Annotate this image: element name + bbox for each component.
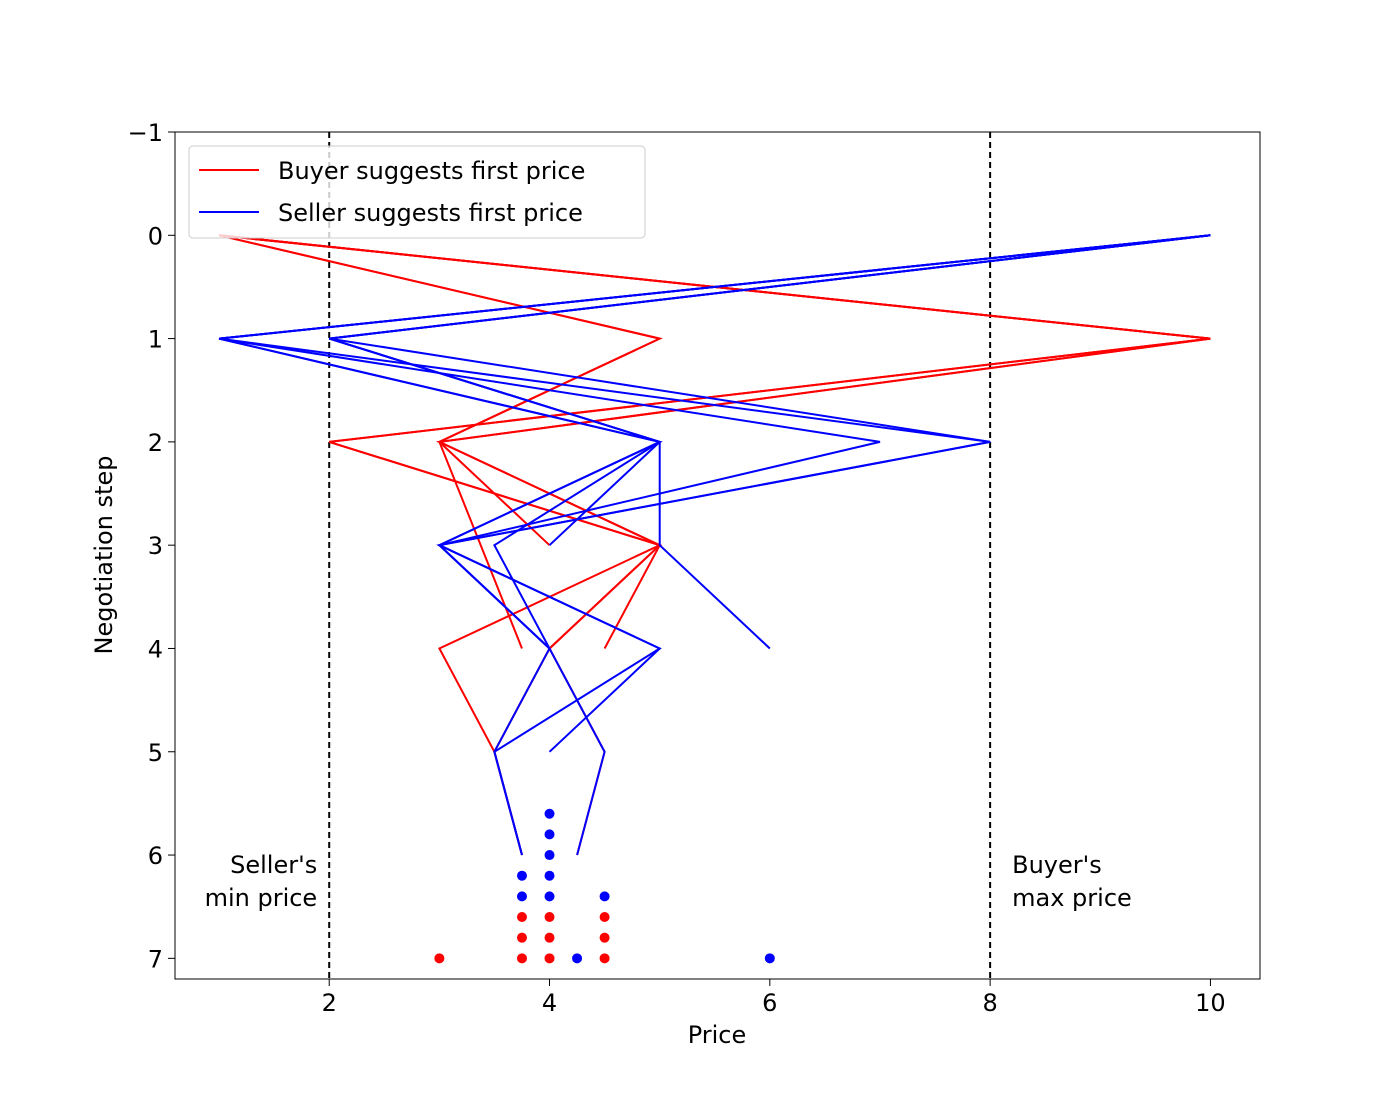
y-tick-label-4: 3 [148, 532, 163, 560]
reference-label-1-line-0: Buyer's [1012, 851, 1102, 879]
y-tick-label-7: 6 [148, 842, 163, 870]
reference-label-0-line-0: Seller's [230, 851, 317, 879]
reference-label-1-line-1: max price [1012, 884, 1132, 912]
x-tick-label-3: 8 [982, 989, 997, 1017]
y-axis-label: Negotiation step [90, 456, 118, 655]
reference-lines [328, 132, 992, 979]
series-0-endpoint-1 [516, 912, 527, 923]
series-0-endpoint-9 [599, 953, 610, 964]
series-1-endpoint-1 [544, 829, 555, 840]
y-axis-ticks: −1 0 1 2 3 4 5 6 7 [128, 119, 175, 973]
plot-background [175, 132, 1260, 979]
y-tick-label-3: 2 [148, 429, 163, 457]
y-tick-label-1: 0 [148, 222, 163, 250]
series-1-endpoint-2 [544, 850, 555, 861]
series-0-endpoint-3 [516, 953, 527, 964]
series-1-trajectory-6 [329, 234, 1211, 650]
legend: Buyer suggests first price Seller sugges… [188, 145, 646, 239]
series-1-endpoint-8 [572, 953, 583, 964]
series-1-endpoint-4 [544, 891, 555, 902]
series-1-endpoint-7 [599, 891, 610, 902]
series-1-endpoint-6 [516, 891, 527, 902]
series-0-endpoint-7 [599, 912, 610, 923]
series-0-endpoint-0 [434, 953, 445, 964]
y-tick-label-5: 4 [148, 635, 163, 663]
x-tick-label-1: 4 [542, 989, 557, 1017]
y-tick-label-2: 1 [148, 326, 163, 354]
series-0-endpoint-5 [544, 932, 555, 943]
x-tick-label-2: 6 [762, 989, 777, 1017]
plot-frame [174, 131, 1261, 980]
series-lines [218, 234, 1211, 856]
series-1-endpoint-9 [764, 953, 775, 964]
y-tick-label-0: −1 [128, 119, 163, 147]
series-0-endpoint-2 [516, 932, 527, 943]
series-1-endpoint-0 [544, 808, 555, 819]
y-tick-label-6: 5 [148, 739, 163, 767]
x-axis-ticks: 2 4 6 8 10 [322, 979, 1226, 1017]
legend-box [188, 145, 646, 239]
series-0-endpoint-8 [599, 932, 610, 943]
y-tick-label-8: 7 [148, 945, 163, 973]
series-1-trajectory-7 [218, 234, 1211, 650]
legend-label-buyer: Buyer suggests first price [278, 157, 585, 185]
series-0-endpoint-6 [544, 953, 555, 964]
series-1-endpoint-5 [516, 870, 527, 881]
x-tick-label-0: 2 [322, 989, 337, 1017]
x-tick-label-4: 10 [1195, 989, 1226, 1017]
series-endpoints [434, 808, 775, 964]
series-1-endpoint-3 [544, 870, 555, 881]
reference-label-0-line-1: min price [205, 884, 318, 912]
x-axis-label: Price [688, 1021, 747, 1049]
legend-label-seller: Seller suggests first price [278, 199, 583, 227]
series-0-endpoint-4 [544, 912, 555, 923]
reference-annotations: Seller's min price Buyer's max price [205, 851, 1132, 912]
